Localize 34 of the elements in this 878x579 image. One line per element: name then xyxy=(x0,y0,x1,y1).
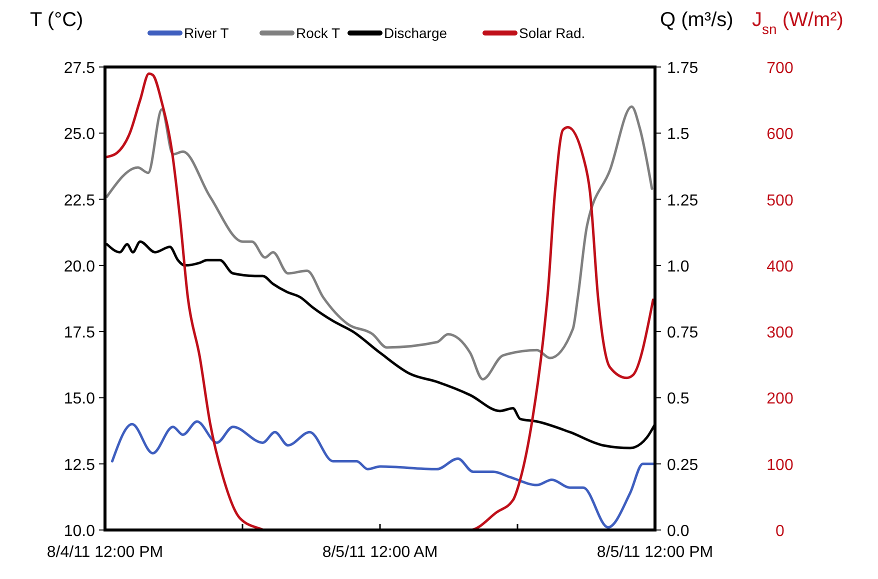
y-tick-label: 25.0 xyxy=(64,126,96,144)
y-tick-label: 17.5 xyxy=(64,324,96,342)
legend-label: Discharge xyxy=(384,25,448,41)
y2-tick-label: 0.0 xyxy=(667,523,690,540)
y-tick-label: 22.5 xyxy=(64,192,96,210)
legend-label: Rock T xyxy=(296,25,341,41)
x-tick-label: 8/4/11 12:00 PM xyxy=(46,544,164,561)
y-axis-title: T (°C) xyxy=(30,9,84,31)
x-tick-label: 8/5/11 12:00 AM xyxy=(322,544,438,561)
y-tick-label: 27.5 xyxy=(64,60,96,77)
y-tick-label: 12.5 xyxy=(64,456,96,474)
y2-axis-title: Q (m³/s) xyxy=(660,9,734,31)
y2-tick-label: 0.5 xyxy=(667,390,690,408)
y2-tick-label: 0.75 xyxy=(667,324,698,342)
y2-tick-label: 1.5 xyxy=(667,126,690,144)
y3-tick-label: 200 xyxy=(766,390,794,408)
y-tick-label: 10.0 xyxy=(64,523,96,540)
y2-tick-label: 0.25 xyxy=(667,456,698,474)
y-tick-label: 20.0 xyxy=(64,258,96,276)
y2-tick-label: 1.0 xyxy=(667,258,690,276)
y-tick-label: 15.0 xyxy=(64,390,96,408)
y2-tick-label: 1.25 xyxy=(667,192,698,210)
y3-tick-label: 400 xyxy=(766,258,794,276)
y3-tick-label: 700 xyxy=(766,60,794,77)
legend-label: River T xyxy=(184,25,230,41)
legend-label: Solar Rad. xyxy=(519,25,586,41)
x-tick-label: 8/5/11 12:00 PM xyxy=(596,544,714,561)
y3-tick-label: 600 xyxy=(766,126,794,144)
y3-axis-title: J$_{sn}$ (W/m²) xyxy=(752,9,844,37)
y3-tick-label: 0 xyxy=(776,523,785,540)
y3-tick-label: 500 xyxy=(766,192,794,210)
y2-tick-label: 1.75 xyxy=(667,60,698,77)
y3-tick-label: 300 xyxy=(766,324,794,342)
y3-tick-label: 100 xyxy=(766,456,794,474)
